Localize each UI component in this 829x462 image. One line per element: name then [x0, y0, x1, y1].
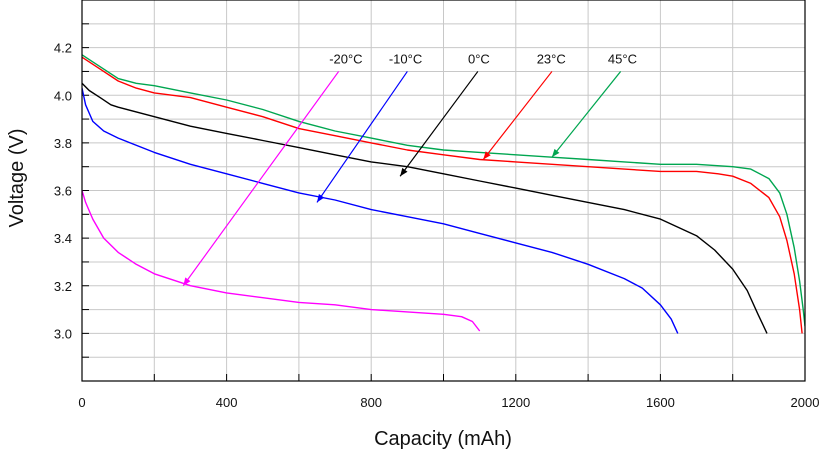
- y-axis-title: Voltage (V): [6, 129, 28, 228]
- y-tick-label: 4.0: [54, 88, 72, 103]
- annotation-label-0c: 0°C: [468, 52, 490, 67]
- annotations: -20°C -10°C 0°C 23°C 45°C: [182, 52, 637, 287]
- annotation-arrow-45c: [551, 71, 622, 158]
- series-line-0c: [82, 82, 768, 334]
- y-tick-label: 4.2: [54, 41, 72, 56]
- series-line-23c: [82, 56, 803, 334]
- x-tick-label: 800: [360, 395, 382, 410]
- x-tick-label: 0: [78, 395, 85, 410]
- series-line--20c: [82, 190, 481, 332]
- tick-labels: 0 400 800 1200 1600 2000 3.0 3.2 3.4 3.6 3.8 4.0 4.2: [54, 41, 820, 410]
- y-tick-label: 3.2: [54, 279, 72, 294]
- annotation-label-23c: 23°C: [537, 52, 566, 67]
- y-tick-label: 3.4: [54, 231, 72, 246]
- y-tick-label: 3.8: [54, 136, 72, 151]
- annotation-arrowhead-23c: [483, 151, 491, 160]
- plot-frame: [81, 0, 806, 382]
- annotation-arrow-23c: [482, 71, 553, 160]
- annotation-arrow-0c: [399, 71, 479, 177]
- annotation-arrowhead--10c: [316, 194, 325, 203]
- annotation-arrowhead--20c: [183, 277, 191, 286]
- y-tick-label: 3.6: [54, 184, 72, 199]
- x-axis-title: Capacity (mAh): [374, 428, 512, 450]
- series-layer: [82, 54, 805, 334]
- series-line--10c: [82, 87, 679, 334]
- annotation-label-45c: 45°C: [608, 52, 637, 67]
- annotation-arrow--20c: [182, 71, 340, 287]
- x-tick-label: 400: [216, 395, 238, 410]
- annotation-arrowhead-0c: [400, 167, 408, 177]
- x-tick-label: 1200: [501, 395, 530, 410]
- annotation-arrowhead-45c: [551, 148, 560, 158]
- annotation-label--10c: -10°C: [389, 52, 422, 67]
- series-line-45c: [82, 54, 805, 327]
- x-tick-label: 2000: [791, 395, 820, 410]
- annotation-label--20c: -20°C: [329, 52, 362, 67]
- annotation-arrow--10c: [316, 71, 408, 203]
- grid: [81, 0, 806, 382]
- y-tick-label: 3.0: [54, 326, 72, 341]
- x-tick-label: 1600: [646, 395, 675, 410]
